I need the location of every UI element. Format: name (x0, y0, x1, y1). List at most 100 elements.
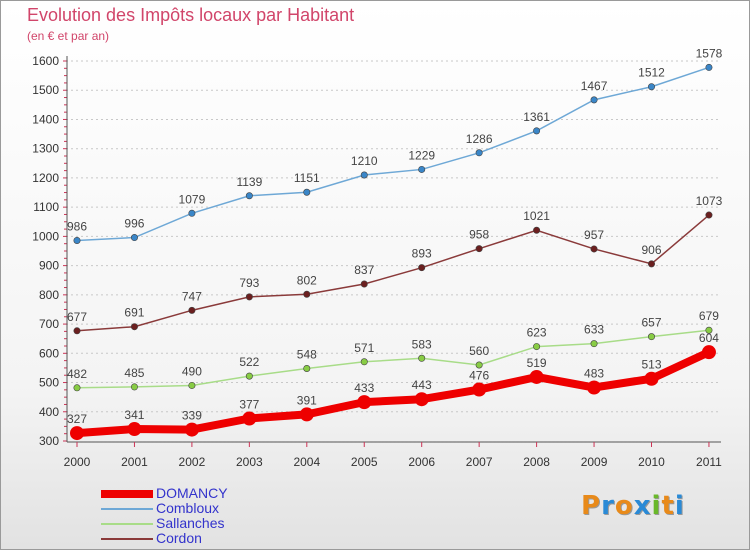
data-label-cordon: 893 (412, 247, 432, 261)
legend-item-combloux: Combloux (101, 500, 301, 516)
data-point-sallanches (705, 326, 713, 334)
data-point-domancy (701, 345, 716, 360)
data-point-sallanches (590, 340, 598, 348)
data-point-domancy (357, 395, 372, 410)
data-label-cordon: 1073 (696, 194, 723, 208)
data-point-sallanches (418, 354, 426, 362)
data-label-cordon: 691 (124, 306, 144, 320)
data-point-cordon (245, 293, 253, 301)
data-label-domancy: 377 (239, 397, 259, 411)
y-tick-label: 700 (39, 317, 59, 331)
chart-title: Evolution des Impôts locaux par Habitant (27, 5, 355, 25)
data-label-cordon: 958 (469, 228, 489, 242)
data-point-sallanches (533, 343, 541, 351)
y-tick-label: 1300 (32, 142, 59, 156)
data-label-cordon: 957 (584, 228, 604, 242)
data-point-combloux (418, 165, 426, 173)
y-tick-label: 1400 (32, 112, 59, 126)
data-label-domancy: 604 (699, 331, 719, 345)
data-label-combloux: 1361 (523, 110, 550, 124)
data-point-domancy (70, 426, 84, 441)
series-line-cordon (76, 214, 710, 332)
data-point-cordon (590, 245, 598, 253)
data-label-combloux: 1286 (466, 132, 493, 146)
legend-swatch (101, 538, 153, 540)
data-point-combloux (245, 192, 253, 200)
x-tick-label: 2001 (121, 455, 148, 469)
data-label-domancy: 519 (527, 356, 547, 370)
data-point-sallanches (647, 333, 655, 341)
data-point-domancy (472, 382, 487, 397)
data-label-domancy: 513 (641, 358, 661, 372)
data-point-domancy (587, 380, 602, 395)
data-label-cordon: 793 (239, 276, 259, 290)
y-tick-label: 500 (39, 376, 59, 390)
data-label-sallanches: 657 (641, 316, 661, 330)
data-point-domancy (644, 371, 659, 386)
data-point-domancy (127, 422, 142, 437)
data-label-sallanches: 679 (699, 309, 719, 323)
y-tick-label: 600 (39, 346, 59, 360)
x-tick-label: 2007 (466, 455, 493, 469)
x-tick-label: 2002 (179, 455, 206, 469)
y-tick-label: 800 (39, 288, 59, 302)
data-point-cordon (360, 280, 368, 288)
data-point-cordon (188, 306, 196, 314)
data-point-combloux (73, 236, 81, 244)
y-tick-label: 1500 (32, 83, 59, 97)
data-label-domancy: 341 (124, 408, 144, 422)
y-tick-label: 1100 (33, 200, 59, 214)
data-point-sallanches (130, 383, 138, 391)
data-point-cordon (647, 260, 655, 268)
x-tick-label: 2006 (408, 455, 435, 469)
y-tick-label: 1200 (32, 171, 59, 185)
data-label-combloux: 1079 (179, 192, 206, 206)
proxiti-logo: Proxiti (581, 491, 685, 521)
data-point-combloux (590, 96, 598, 104)
data-label-combloux: 1512 (638, 66, 665, 80)
data-label-combloux: 1151 (294, 171, 320, 185)
data-point-sallanches (475, 361, 483, 369)
data-label-sallanches: 482 (67, 367, 87, 381)
data-label-combloux: 1210 (351, 154, 378, 168)
data-point-combloux (475, 149, 483, 157)
series-line-combloux (76, 66, 710, 242)
data-point-combloux (360, 171, 368, 179)
data-label-domancy: 483 (584, 367, 604, 381)
data-point-combloux (533, 127, 541, 135)
data-label-cordon: 802 (297, 273, 317, 287)
data-point-sallanches (73, 384, 81, 392)
data-point-sallanches (303, 365, 311, 373)
data-point-domancy (529, 369, 544, 384)
legend-label: Cordon (156, 530, 202, 546)
x-tick-label: 2000 (64, 455, 91, 469)
data-label-domancy: 443 (412, 378, 432, 392)
data-point-cordon (303, 290, 311, 298)
x-tick-label: 2009 (581, 455, 608, 469)
data-label-combloux: 1578 (696, 46, 723, 60)
data-label-sallanches: 490 (182, 364, 202, 378)
data-point-sallanches (360, 358, 368, 366)
y-tick-label: 1600 (32, 54, 59, 68)
data-point-cordon (705, 211, 713, 219)
data-point-domancy (184, 422, 199, 437)
data-point-cordon (475, 245, 483, 253)
x-tick-label: 2003 (236, 455, 263, 469)
data-label-combloux: 1139 (236, 175, 262, 189)
data-point-combloux (647, 83, 655, 91)
data-label-sallanches: 571 (354, 341, 374, 355)
data-label-domancy: 476 (469, 369, 489, 383)
data-label-domancy: 433 (354, 381, 374, 395)
data-point-cordon (130, 323, 138, 331)
y-tick-label: 400 (39, 405, 59, 419)
legend-label: DOMANCY (156, 485, 228, 501)
data-label-combloux: 1229 (408, 148, 435, 162)
legend-swatch (101, 523, 153, 525)
legend-swatch (101, 490, 153, 498)
data-point-domancy (414, 392, 429, 407)
data-label-sallanches: 560 (469, 344, 489, 358)
legend-item-sallanches: Sallanches (101, 515, 301, 531)
data-point-cordon (418, 264, 426, 272)
data-label-domancy: 391 (297, 393, 317, 407)
